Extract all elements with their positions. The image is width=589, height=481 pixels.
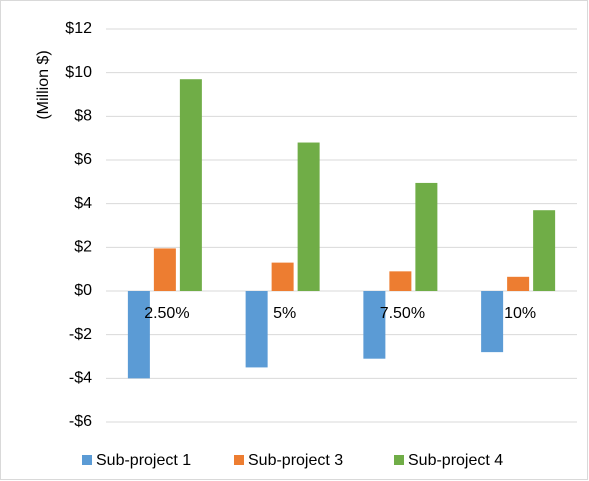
y-tick-label: $6 [74, 151, 92, 168]
bar [297, 142, 320, 291]
y-tick-label: -$4 [69, 370, 92, 387]
y-tick-label: -$6 [69, 413, 92, 430]
y-axis-label: (Million $) [35, 50, 52, 119]
legend-label: Sub-project 4 [408, 452, 503, 469]
bar [481, 291, 504, 353]
legend-label: Sub-project 1 [96, 452, 191, 469]
bar [415, 182, 438, 291]
x-tick-label: 5% [273, 305, 296, 322]
bar [245, 291, 268, 368]
legend-swatch [234, 455, 244, 465]
y-tick-label: -$2 [69, 326, 92, 343]
y-tick-label: $4 [74, 195, 92, 212]
bar [127, 291, 150, 379]
bar [363, 291, 386, 359]
y-tick-label: $8 [74, 108, 92, 125]
legend-label: Sub-project 3 [248, 452, 343, 469]
x-tick-label: 2.50% [144, 305, 189, 322]
bar [507, 276, 530, 291]
x-tick-label: 10% [504, 305, 536, 322]
bar [271, 262, 294, 291]
y-tick-label: $0 [74, 282, 92, 299]
y-tick-label: $12 [65, 20, 92, 37]
y-tick-label: $10 [65, 64, 92, 81]
bar [153, 248, 176, 291]
bar [533, 210, 556, 291]
y-tick-label: $2 [74, 239, 92, 256]
bar [179, 79, 202, 291]
legend-swatch [82, 455, 92, 465]
bar [389, 271, 412, 291]
x-tick-label: 7.50% [380, 305, 425, 322]
legend-swatch [394, 455, 404, 465]
